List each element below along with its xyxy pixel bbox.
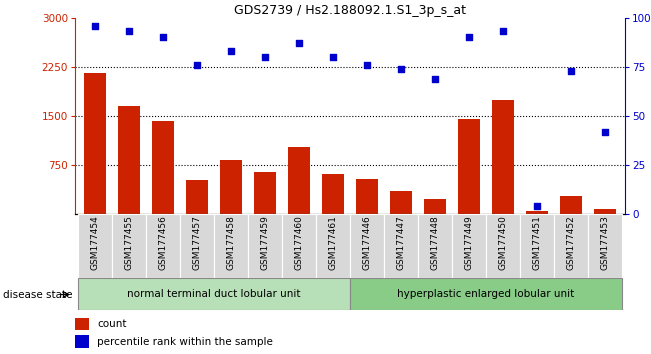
Bar: [152, 120, 174, 214]
Text: GSM177459: GSM177459: [260, 216, 270, 270]
Bar: [288, 147, 310, 214]
Point: [260, 54, 270, 60]
Bar: [282, 214, 316, 278]
Point: [327, 54, 338, 60]
Text: GSM177446: GSM177446: [363, 216, 371, 270]
Bar: [146, 214, 180, 278]
Point: [226, 48, 236, 54]
Bar: [316, 214, 350, 278]
Text: GSM177449: GSM177449: [464, 216, 473, 270]
Text: GSM177453: GSM177453: [600, 216, 609, 270]
Text: GSM177447: GSM177447: [396, 216, 406, 270]
Bar: [560, 196, 581, 214]
Text: GSM177452: GSM177452: [566, 216, 575, 270]
Bar: [112, 214, 146, 278]
Bar: [452, 214, 486, 278]
Text: GSM177457: GSM177457: [193, 216, 202, 270]
Bar: [418, 214, 452, 278]
Point: [124, 29, 134, 34]
Bar: [458, 119, 480, 214]
Text: GSM177450: GSM177450: [498, 216, 507, 270]
Bar: [248, 214, 282, 278]
Bar: [84, 73, 106, 214]
Bar: [384, 214, 418, 278]
Text: normal terminal duct lobular unit: normal terminal duct lobular unit: [128, 289, 301, 299]
Point: [362, 62, 372, 68]
Text: GSM177454: GSM177454: [90, 216, 100, 270]
Text: disease state: disease state: [3, 290, 73, 300]
Bar: [220, 160, 242, 214]
Bar: [254, 172, 276, 214]
Bar: [75, 318, 89, 330]
Text: count: count: [97, 319, 126, 329]
Bar: [519, 214, 553, 278]
Point: [192, 62, 202, 68]
Bar: [350, 278, 622, 310]
Text: GSM177451: GSM177451: [532, 216, 541, 270]
Text: GSM177460: GSM177460: [294, 216, 303, 270]
Bar: [492, 99, 514, 214]
Bar: [594, 209, 616, 214]
Text: GSM177456: GSM177456: [159, 216, 168, 270]
Point: [90, 23, 100, 28]
Bar: [214, 214, 248, 278]
Bar: [350, 214, 384, 278]
Text: percentile rank within the sample: percentile rank within the sample: [97, 337, 273, 347]
Text: GSM177448: GSM177448: [430, 216, 439, 270]
Title: GDS2739 / Hs2.188092.1.S1_3p_s_at: GDS2739 / Hs2.188092.1.S1_3p_s_at: [234, 4, 466, 17]
Point: [531, 204, 542, 209]
Point: [464, 34, 474, 40]
Bar: [525, 211, 547, 214]
Bar: [356, 179, 378, 214]
Text: GSM177458: GSM177458: [227, 216, 236, 270]
Bar: [322, 173, 344, 214]
Point: [396, 66, 406, 72]
Bar: [424, 199, 446, 214]
Text: hyperplastic enlarged lobular unit: hyperplastic enlarged lobular unit: [397, 289, 574, 299]
Bar: [78, 278, 350, 310]
Bar: [78, 214, 112, 278]
Bar: [75, 335, 89, 348]
Point: [566, 68, 576, 74]
Text: GSM177455: GSM177455: [125, 216, 133, 270]
Bar: [180, 214, 214, 278]
Text: GSM177461: GSM177461: [329, 216, 337, 270]
Bar: [553, 214, 588, 278]
Bar: [486, 214, 519, 278]
Point: [158, 34, 169, 40]
Point: [600, 129, 610, 135]
Point: [430, 76, 440, 81]
Bar: [118, 106, 140, 214]
Bar: [588, 214, 622, 278]
Bar: [390, 190, 412, 214]
Point: [294, 40, 304, 46]
Bar: [186, 180, 208, 214]
Point: [497, 29, 508, 34]
